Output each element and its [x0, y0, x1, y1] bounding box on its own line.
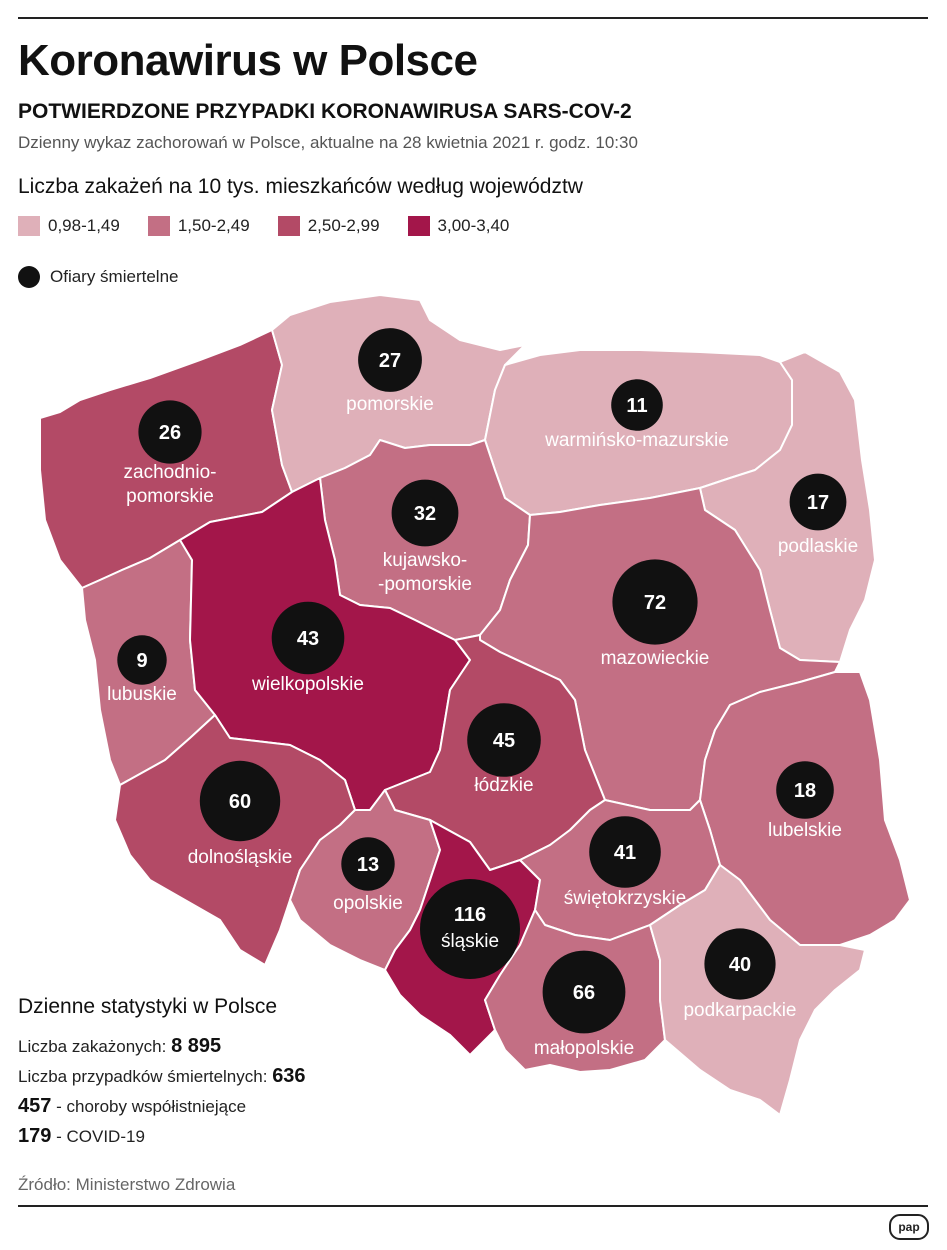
- legend-deaths: Ofiary śmiertelne: [18, 266, 178, 288]
- death-bubble-swietokrzyskie: [589, 816, 661, 888]
- death-count-slaskie: 116: [454, 904, 486, 926]
- daily-stats: Dzienne statystyki w Polsce Liczba zakaż…: [18, 995, 306, 1151]
- death-bubble-warminsko-mazurskie: [611, 379, 663, 431]
- region-label-warminsko-mazurskie: warmińsko-mazurskie: [544, 430, 729, 451]
- stats-comorbid: 457 - choroby współistniejące: [18, 1091, 306, 1121]
- death-count-lodzkie: 45: [493, 730, 515, 752]
- death-count-lubuskie: 9: [136, 650, 147, 672]
- death-count-opolskie: 13: [357, 854, 379, 876]
- legend-item-1: 0,98-1,49: [18, 216, 120, 236]
- region-label-pomorskie: pomorskie: [346, 394, 434, 415]
- stats-title: Dzienne statystyki w Polsce: [18, 995, 278, 1018]
- stats-infections: Liczba zakażonych: 8 895: [18, 1031, 306, 1061]
- region-label-mazowieckie: mazowieckie: [601, 648, 710, 669]
- stats-covid: 179 - COVID-19: [18, 1121, 306, 1151]
- region-label-slaskie: śląskie: [441, 931, 499, 952]
- stats-infections-value: 8 895: [171, 1035, 222, 1057]
- legend-label-1: 0,98-1,49: [48, 216, 120, 235]
- death-bubble-podkarpackie: [704, 928, 776, 1000]
- legend-swatch-2: [147, 216, 170, 236]
- region-label-kujawsko-pomorskie-2: -pomorskie: [378, 574, 472, 595]
- stats-deaths-label: Liczba przypadków śmiertelnych:: [18, 1067, 268, 1086]
- region-label-swietokrzyskie: świętokrzyskie: [564, 888, 686, 909]
- stats-deaths-value: 636: [272, 1065, 306, 1087]
- legend-deaths-label: Ofiary śmiertelne: [50, 267, 179, 286]
- stats-covid-label: - COVID-19: [56, 1127, 145, 1146]
- stats-deaths: Liczba przypadków śmiertelnych: 636: [18, 1061, 306, 1091]
- death-count-zachodnio-pomorskie: 26: [159, 422, 181, 444]
- death-bubble-podlaskie: [789, 473, 847, 531]
- stats-comorbid-label: - choroby współistniejące: [56, 1097, 247, 1116]
- region-label-dolnoslaskie: dolnośląskie: [188, 847, 293, 868]
- source-note: Źródło: Ministerstwo Zdrowia: [18, 1175, 236, 1194]
- region-label-lubelskie: lubelskie: [768, 820, 842, 841]
- region-label-kujawsko-pomorskie: kujawsko-: [383, 550, 467, 571]
- region-label-zachodnio-pomorskie-2: pomorskie: [126, 486, 214, 507]
- region-label-malopolskie: małopolskie: [534, 1038, 634, 1059]
- death-bubble-dolnoslaskie: [199, 760, 281, 842]
- legend: 0,98-1,49 1,50-2,49 2,50-2,99 3,00-3,40: [18, 216, 509, 236]
- legend-swatch-3: [277, 216, 300, 236]
- death-bubble-lubelskie: [776, 761, 834, 819]
- death-bubble-malopolskie: [542, 950, 626, 1034]
- legend-label-3: 2,50-2,99: [307, 216, 380, 235]
- region-label-opolskie: opolskie: [333, 893, 403, 914]
- region-label-wielkopolskie: wielkopolskie: [251, 674, 364, 695]
- death-count-kujawsko-pomorskie: 32: [414, 503, 436, 525]
- legend-item-4: 3,00-3,40: [407, 216, 510, 236]
- legend-swatch-1: [18, 216, 40, 236]
- death-count-podlaskie: 17: [807, 492, 829, 514]
- death-bubble-lodzkie: [467, 703, 541, 777]
- region-label-lodzkie: łódzkie: [474, 775, 533, 796]
- legend-item-3: 2,50-2,99: [277, 216, 380, 236]
- legend-label-4: 3,00-3,40: [437, 216, 510, 235]
- legend-title: Liczba zakażeń na 10 tys. mieszkańców we…: [18, 175, 583, 198]
- death-bubble-slaskie: [420, 879, 520, 979]
- region-label-lubuskie: lubuskie: [107, 684, 177, 705]
- region-label-podlaskie: podlaskie: [778, 536, 858, 557]
- region-label-podkarpackie: podkarpackie: [683, 1000, 796, 1021]
- death-bubble-mazowieckie: [612, 559, 698, 645]
- stats-infections-label: Liczba zakażonych:: [18, 1037, 167, 1056]
- legend-swatch-4: [407, 216, 430, 236]
- death-bubble-kujawsko-pomorskie: [391, 479, 459, 547]
- bottom-rule: [18, 1205, 928, 1207]
- death-bubble-pomorskie: [358, 328, 422, 392]
- legend-label-2: 1,50-2,49: [177, 216, 250, 235]
- stats-comorbid-value: 457: [18, 1095, 52, 1117]
- death-bubble-wielkopolskie: [271, 601, 345, 675]
- death-count-wielkopolskie: 43: [297, 628, 319, 650]
- death-bubble-lubuskie: [117, 635, 167, 685]
- death-dot-icon: [18, 266, 40, 288]
- pap-logo: pap: [889, 1214, 929, 1240]
- page-title: Koronawirus w Polsce: [18, 36, 478, 85]
- death-count-pomorskie: 27: [379, 350, 401, 372]
- top-rule: [18, 17, 928, 19]
- death-count-swietokrzyskie: 41: [614, 842, 636, 864]
- death-bubble-opolskie: [341, 837, 395, 891]
- stats-covid-value: 179: [18, 1125, 52, 1147]
- death-count-dolnoslaskie: 60: [229, 791, 251, 813]
- death-count-warminsko-mazurskie: 11: [626, 395, 647, 417]
- region-label-zachodnio-pomorskie: zachodnio-: [124, 462, 217, 483]
- death-count-podkarpackie: 40: [729, 954, 751, 976]
- death-count-mazowieckie: 72: [644, 592, 666, 614]
- death-count-malopolskie: 66: [573, 982, 595, 1004]
- page-description: Dzienny wykaz zachorowań w Polsce, aktua…: [18, 133, 638, 152]
- page-subtitle: POTWIERDZONE PRZYPADKI KORONAWIRUSA SARS…: [18, 100, 632, 123]
- death-count-lubelskie: 18: [794, 780, 816, 802]
- death-bubble-zachodnio-pomorskie: [138, 400, 202, 464]
- legend-item-2: 1,50-2,49: [147, 216, 250, 236]
